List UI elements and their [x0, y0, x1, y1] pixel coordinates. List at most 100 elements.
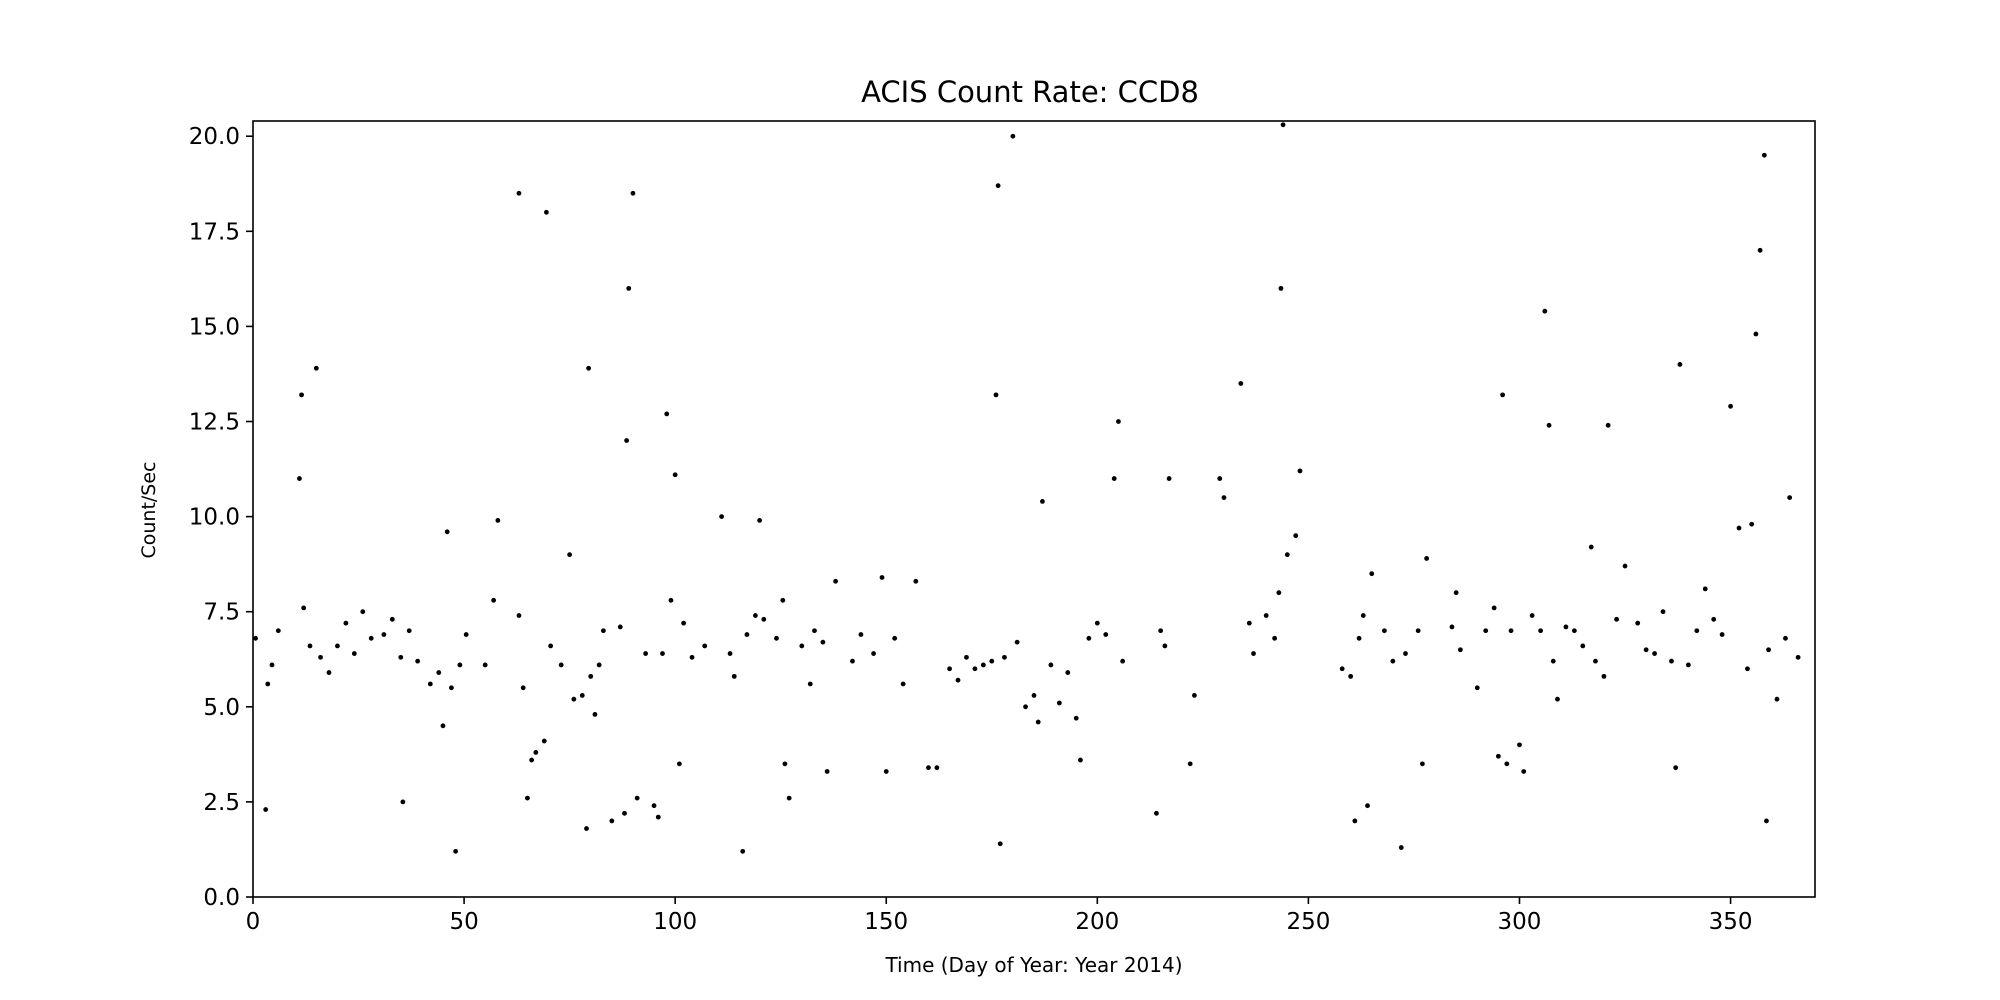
- data-point: [761, 616, 767, 622]
- data-point: [672, 472, 678, 478]
- data-point: [1120, 658, 1126, 664]
- data-point: [253, 635, 258, 641]
- data-point: [335, 643, 340, 649]
- data-point: [275, 628, 281, 634]
- data-point: [1369, 571, 1375, 577]
- data-point: [592, 712, 598, 717]
- y-axis: 0.0 2.5 5.0 7.5 10.0 12.5 15.0 17.5 20.0: [189, 124, 253, 911]
- data-point: [406, 628, 412, 634]
- data-point: [548, 643, 554, 649]
- data-point: [964, 654, 969, 660]
- data-point: [449, 685, 454, 691]
- data-point: [1605, 422, 1611, 428]
- data-point: [1073, 715, 1079, 721]
- data-point: [307, 643, 313, 649]
- y-tick-label: 0.0: [203, 885, 240, 911]
- data-point: [820, 639, 826, 645]
- x-tick-label: 350: [1709, 909, 1753, 935]
- data-point: [343, 620, 349, 626]
- data-point: [1094, 620, 1100, 626]
- data-point: [879, 575, 885, 580]
- data-point: [989, 658, 995, 664]
- data-point: [622, 810, 627, 816]
- x-tick-label: 100: [653, 909, 697, 935]
- data-point: [812, 628, 817, 634]
- data-point: [1023, 704, 1028, 710]
- data-point: [351, 651, 357, 656]
- data-point: [1035, 719, 1041, 725]
- y-tick-label: 20.0: [189, 124, 240, 150]
- data-point: [1483, 628, 1489, 634]
- data-point: [600, 628, 606, 634]
- y-axis-label: Count/Sec: [138, 461, 160, 558]
- data-point: [1293, 533, 1299, 539]
- data-point: [1116, 419, 1121, 424]
- data-point: [1263, 613, 1269, 618]
- data-point: [774, 635, 779, 641]
- data-point: [980, 662, 986, 668]
- data-point: [892, 635, 898, 641]
- data-point: [719, 514, 724, 520]
- data-point: [533, 750, 539, 755]
- data-point: [668, 597, 674, 603]
- data-point: [381, 632, 387, 637]
- data-point: [516, 613, 522, 618]
- data-point: [1749, 521, 1755, 527]
- data-point: [681, 620, 687, 626]
- data-point: [263, 807, 269, 812]
- data-point: [1360, 613, 1366, 618]
- x-tick-label: 0: [246, 909, 261, 935]
- data-point: [947, 666, 952, 672]
- data-point: [1221, 495, 1227, 500]
- data-point: [782, 761, 788, 767]
- data-point: [858, 632, 864, 637]
- data-point: [1002, 654, 1007, 660]
- data-point: [301, 605, 307, 611]
- data-point: [400, 799, 406, 805]
- data-point: [1238, 381, 1244, 386]
- data-point: [368, 635, 374, 641]
- data-point: [1158, 628, 1164, 634]
- data-point: [833, 578, 838, 584]
- data-point: [440, 723, 446, 729]
- data-point: [326, 670, 332, 675]
- data-point: [313, 365, 319, 371]
- data-point: [1508, 628, 1514, 634]
- data-point: [1356, 635, 1362, 641]
- y-tick-label: 12.5: [189, 410, 240, 436]
- data-point: [1542, 308, 1548, 314]
- chart-title: ACIS Count Rate: CCD8: [861, 75, 1199, 109]
- data-point: [664, 411, 670, 417]
- data-point: [1278, 285, 1284, 291]
- data-point: [1555, 696, 1560, 702]
- data-point: [799, 643, 805, 649]
- data-point: [626, 285, 632, 291]
- data-point: [1449, 624, 1455, 630]
- data-point: [1217, 476, 1223, 481]
- data-point: [824, 769, 830, 774]
- data-point: [1031, 692, 1037, 698]
- data-point: [299, 392, 304, 398]
- data-point: [786, 795, 792, 801]
- data-point: [1774, 696, 1780, 702]
- data-point: [1719, 632, 1725, 637]
- data-point: [436, 670, 442, 675]
- data-point: [1517, 742, 1522, 748]
- data-point: [389, 616, 395, 622]
- data-point: [1048, 662, 1054, 668]
- data-point: [617, 624, 623, 630]
- data-point: [883, 769, 889, 774]
- x-tick-label: 300: [1498, 909, 1542, 935]
- data-point: [955, 677, 961, 683]
- data-point: [689, 654, 695, 660]
- data-point: [630, 190, 636, 196]
- data-point: [318, 654, 323, 660]
- data-point: [1187, 761, 1193, 767]
- y-tick-label: 17.5: [189, 219, 240, 245]
- data-point: [676, 761, 682, 767]
- data-point: [1495, 753, 1501, 759]
- data-point: [1280, 122, 1286, 128]
- data-point: [1660, 609, 1666, 615]
- data-point: [1491, 605, 1497, 611]
